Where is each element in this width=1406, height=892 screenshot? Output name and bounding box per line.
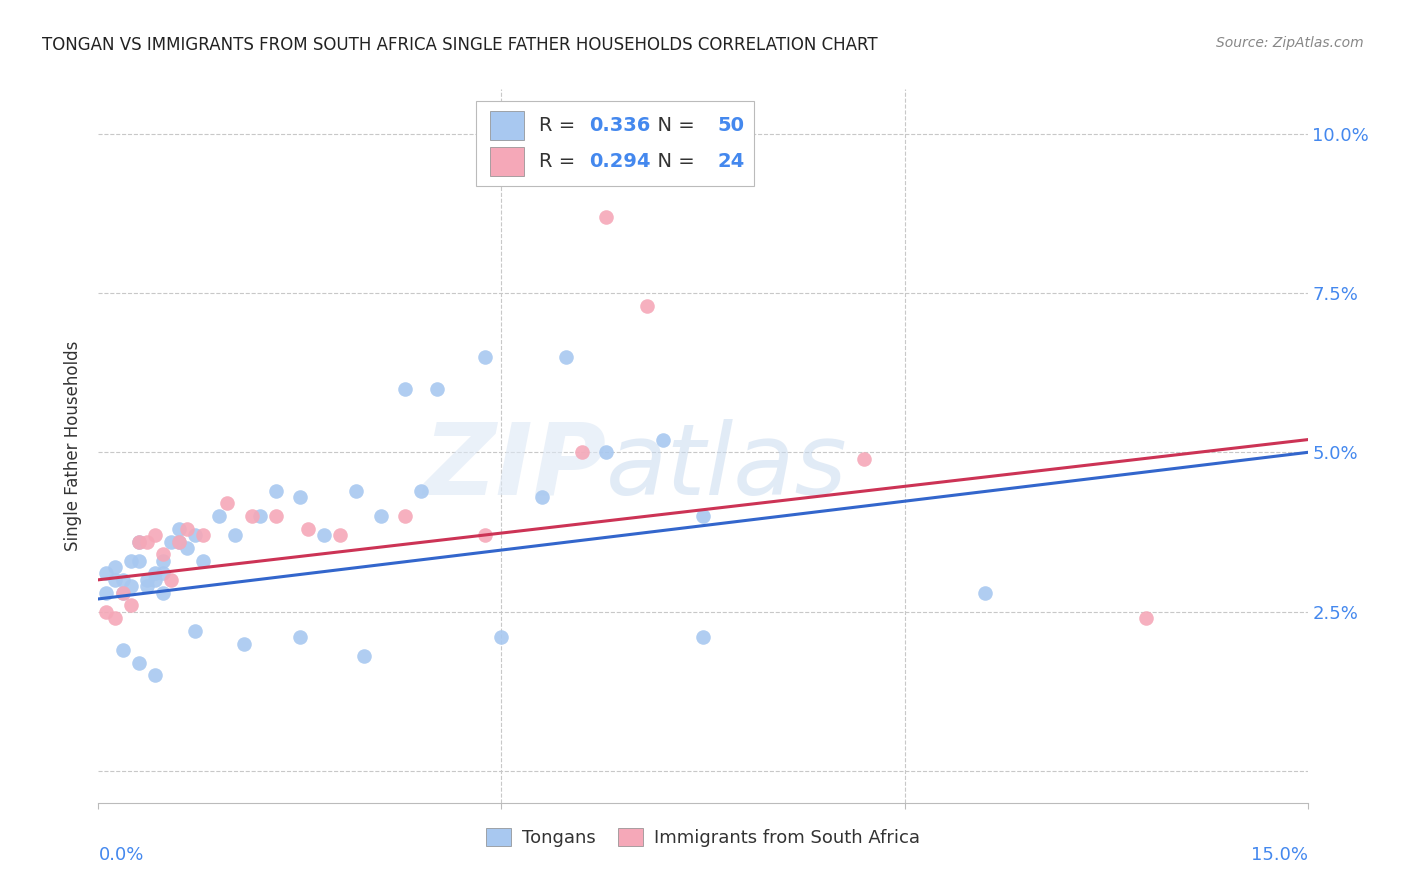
Point	[176, 522, 198, 536]
Point	[160, 573, 183, 587]
Text: 0.0%: 0.0%	[98, 846, 143, 863]
Text: N =: N =	[645, 152, 702, 170]
Point	[152, 547, 174, 561]
Point	[1135, 611, 1157, 625]
Point	[111, 643, 134, 657]
Text: ZIP: ZIP	[423, 419, 606, 516]
Point	[224, 528, 246, 542]
Point	[152, 566, 174, 581]
Point	[96, 605, 118, 619]
Point	[135, 573, 157, 587]
Point	[426, 382, 449, 396]
Point	[595, 210, 617, 224]
Point	[474, 350, 496, 364]
FancyBboxPatch shape	[491, 147, 524, 176]
Point	[394, 382, 416, 396]
Point	[167, 534, 190, 549]
Text: 0.336: 0.336	[589, 116, 651, 135]
FancyBboxPatch shape	[475, 102, 754, 186]
Point	[208, 509, 231, 524]
Point	[184, 528, 207, 542]
Point	[135, 534, 157, 549]
Point	[111, 585, 134, 599]
Point	[394, 509, 416, 524]
Point	[344, 483, 367, 498]
Point	[96, 585, 118, 599]
Point	[167, 534, 190, 549]
Point	[184, 624, 207, 638]
Point	[128, 534, 150, 549]
Point	[692, 630, 714, 644]
Legend: Tongans, Immigrants from South Africa: Tongans, Immigrants from South Africa	[479, 822, 927, 855]
Point	[314, 528, 336, 542]
Point	[555, 350, 578, 364]
Point	[143, 573, 166, 587]
Text: TONGAN VS IMMIGRANTS FROM SOUTH AFRICA SINGLE FATHER HOUSEHOLDS CORRELATION CHAR: TONGAN VS IMMIGRANTS FROM SOUTH AFRICA S…	[42, 36, 877, 54]
Y-axis label: Single Father Households: Single Father Households	[65, 341, 83, 551]
Point	[135, 579, 157, 593]
Point	[853, 451, 876, 466]
Point	[103, 573, 125, 587]
Point	[264, 483, 287, 498]
FancyBboxPatch shape	[491, 112, 524, 140]
Point	[167, 522, 190, 536]
Point	[353, 649, 375, 664]
Point	[120, 579, 142, 593]
Point	[143, 668, 166, 682]
Point	[217, 496, 239, 510]
Text: 0.294: 0.294	[589, 152, 651, 170]
Text: 24: 24	[717, 152, 745, 170]
Point	[128, 656, 150, 670]
Point	[152, 554, 174, 568]
Text: R =: R =	[538, 152, 581, 170]
Point	[491, 630, 513, 644]
Point	[111, 585, 134, 599]
Point	[240, 509, 263, 524]
Point	[103, 611, 125, 625]
Point	[692, 509, 714, 524]
Point	[288, 630, 311, 644]
Point	[160, 534, 183, 549]
Point	[176, 541, 198, 555]
Point	[193, 554, 215, 568]
Point	[193, 528, 215, 542]
Point	[96, 566, 118, 581]
Point	[128, 534, 150, 549]
Point	[288, 490, 311, 504]
Text: Source: ZipAtlas.com: Source: ZipAtlas.com	[1216, 36, 1364, 50]
Point	[595, 445, 617, 459]
Point	[409, 483, 432, 498]
Point	[474, 528, 496, 542]
Point	[530, 490, 553, 504]
Point	[152, 585, 174, 599]
Point	[232, 636, 254, 650]
Point	[103, 560, 125, 574]
Text: R =: R =	[538, 116, 581, 135]
Text: 50: 50	[717, 116, 745, 135]
Text: atlas: atlas	[606, 419, 848, 516]
Text: 15.0%: 15.0%	[1250, 846, 1308, 863]
Point	[249, 509, 271, 524]
Point	[571, 445, 593, 459]
Point	[264, 509, 287, 524]
Point	[974, 585, 997, 599]
Point	[651, 433, 673, 447]
Point	[370, 509, 392, 524]
Point	[297, 522, 319, 536]
Point	[120, 554, 142, 568]
Point	[636, 299, 658, 313]
Point	[143, 528, 166, 542]
Point	[120, 599, 142, 613]
Point	[128, 554, 150, 568]
Point	[329, 528, 352, 542]
Text: N =: N =	[645, 116, 702, 135]
Point	[143, 566, 166, 581]
Point	[111, 573, 134, 587]
